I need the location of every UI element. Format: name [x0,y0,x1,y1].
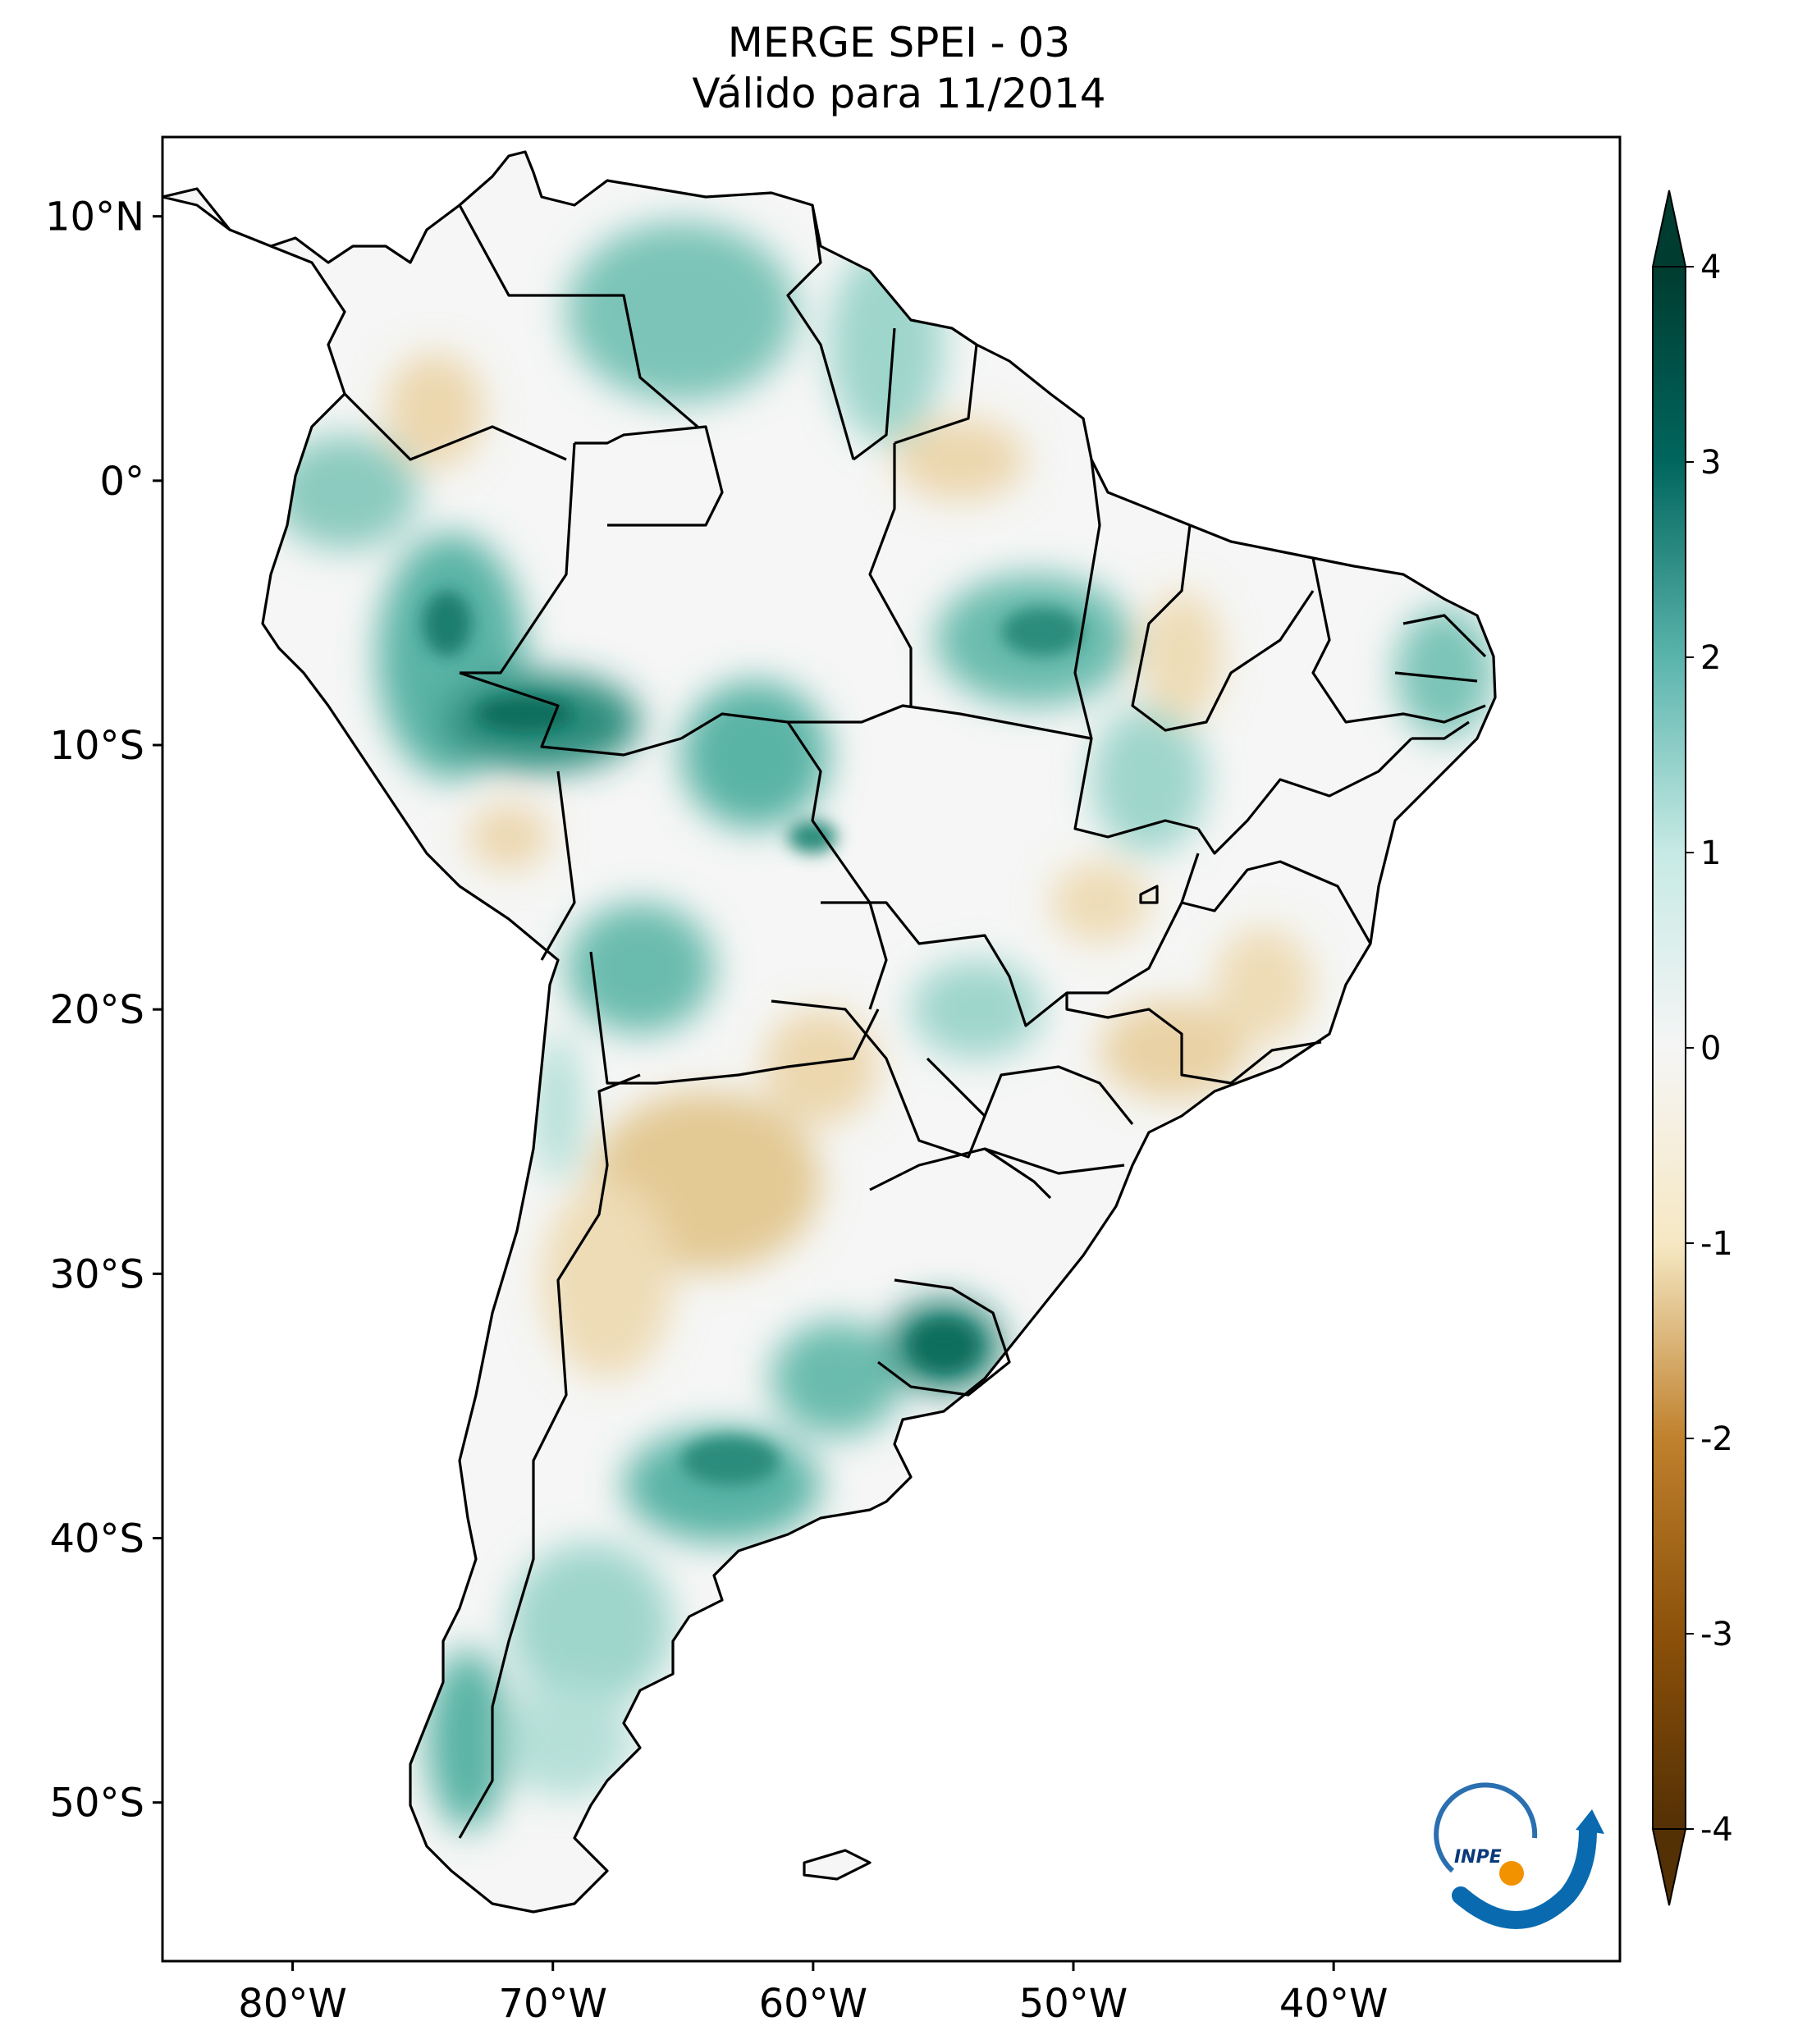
colorbar-tick-label: 2 [1700,639,1721,677]
border-paraiba-pernambuco [1394,671,1478,683]
wet-core-pampa [681,1436,780,1485]
colorbar-tick-label: -4 [1700,1811,1733,1849]
logo-arrow-icon [1576,1809,1604,1834]
border-peru-bolivia [540,771,576,961]
colorbar-tick-label: 0 [1700,1030,1721,1068]
border-colombia-venezuela [458,204,699,428]
border-uruguay [877,1278,1011,1397]
spei-field [271,222,1494,1830]
border-colombia-brazil [574,425,724,527]
colorbar-tick-label: 3 [1700,444,1721,482]
wet-anomaly-patagonia [509,1543,673,1707]
border-para-amazonas [868,443,913,706]
border-minas-bahia [1181,860,1372,944]
wet-anomaly-rondonia [681,681,829,829]
dry-anomaly-cuyo [542,1182,673,1379]
logo-swoosh-icon [1452,1821,1597,1929]
lat-tick-label: 10°N [45,194,144,240]
wet-anomaly-northeast [1395,607,1494,738]
map-title-line2: Válido para 11/2014 [692,70,1106,117]
border-ecuador-peru [343,392,567,461]
wet-anomaly-santa-cruz [501,1682,632,1797]
border-maranhao-piaui [1131,524,1315,732]
map-title-line1: MERGE SPEI - 03 [727,19,1071,66]
political-borders [162,150,1497,1914]
dry-anomaly-amapa [894,418,1026,501]
wet-core-peru [423,591,472,656]
colorbar-tick-label: -2 [1700,1420,1733,1458]
wet-core-uruguay [911,1321,977,1370]
border-amazonas-mato-grosso [788,704,1092,740]
border-rn-paraiba [1402,614,1487,658]
lon-tick-label: 80°W [238,1981,347,2027]
border-santa-catarina [984,1147,1125,1175]
wet-anomaly-southern-chile [427,1649,509,1830]
wet-anomaly-tocantins [1091,706,1206,853]
wet-anomaly-bolivia [566,903,714,1034]
colorbar-tick-label: -3 [1700,1616,1733,1653]
border-sao-paulo-minas [1065,993,1322,1085]
colorbar: 4 3 2 1 0 -1 -2 -3 -4 [1651,190,1733,1906]
border-parana [983,1065,1134,1125]
lon-tick-label: 50°W [1019,1981,1128,2027]
border-suriname-guiana [894,344,978,445]
wet-anomaly-ecuador [271,435,419,550]
dry-anomaly-paraguay [763,1009,878,1124]
colorbar-top-extension [1651,190,1687,268]
map-frame [161,135,1622,1963]
border-chile-argentina [458,1073,641,1839]
border-peru-brazil [459,671,682,757]
lon-tick-label: 40°W [1279,1981,1389,2027]
border-mato-grosso-goias [821,853,1200,1027]
lon-tick-label: 60°W [759,1981,868,2027]
latitude-ticks: 10°N 0° 10°S 20°S 30°S 40°S 50°S [45,194,162,1827]
border-guyana-suriname [853,327,896,461]
lat-tick-label: 20°S [49,987,144,1033]
lat-tick-label: 30°S [49,1251,144,1297]
border-bolivia-brazil [680,712,888,1010]
dry-anomaly-maranhao [1141,591,1223,722]
lat-tick-label: 40°S [49,1516,144,1562]
longitude-ticks: 80°W 70°W 60°W 50°W 40°W [238,1961,1388,2027]
lon-tick-label: 70°W [498,1981,607,2027]
dry-anomaly-minas [1215,927,1313,1042]
wet-anomaly-buenos-aires [771,1321,903,1436]
logo-text: INPE [1454,1847,1502,1868]
dry-anomaly-goias [1050,862,1149,944]
colorbar-bottom-extension [1651,1828,1687,1906]
border-bolivia-paraguay [589,951,880,1085]
border-alagoas-sergipe [1411,720,1470,740]
border-ceara-pernambuco [1311,557,1486,724]
lat-tick-label: 0° [99,459,144,505]
wet-anomaly-mato-grosso-sul [911,960,1042,1059]
colorbar-tick-label: 1 [1700,835,1721,872]
wet-anomaly-chile-north [533,1034,583,1182]
wet-anomaly-venezuela [566,222,796,402]
colorbar-gradient [1653,267,1686,1829]
colorbar-ticks: 4 3 2 1 0 -1 -2 -3 -4 [1686,249,1733,1849]
colorbar-tick-label: -1 [1700,1225,1733,1263]
border-bahia [1196,737,1413,855]
logo-sun-icon [1499,1861,1524,1886]
dry-anomaly-south-peru [468,804,550,870]
wet-core-para [1001,607,1083,656]
federal-district [1139,885,1159,904]
dry-anomaly-sao-paulo [1100,1001,1247,1100]
colorbar-tick-label: 4 [1700,249,1721,286]
wet-core-acre [476,696,574,732]
border-venezuela-guyana [786,204,855,460]
lat-tick-label: 10°S [49,723,144,769]
lat-tick-label: 50°S [49,1781,144,1827]
logo-orbit-icon [1434,1782,1538,1873]
wet-core-rondonia [788,821,837,853]
inpe-logo: INPE [1434,1782,1604,1929]
border-colombia-peru [460,442,576,674]
